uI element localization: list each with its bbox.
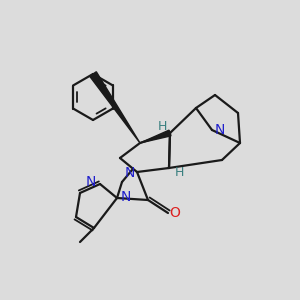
Text: N: N [121,190,131,204]
Polygon shape [140,130,171,143]
Polygon shape [90,72,140,143]
Text: N: N [124,166,135,180]
Text: N: N [85,175,96,189]
Text: O: O [169,206,180,220]
Text: H: H [157,121,167,134]
Text: H: H [174,167,184,179]
Text: N: N [215,123,225,137]
